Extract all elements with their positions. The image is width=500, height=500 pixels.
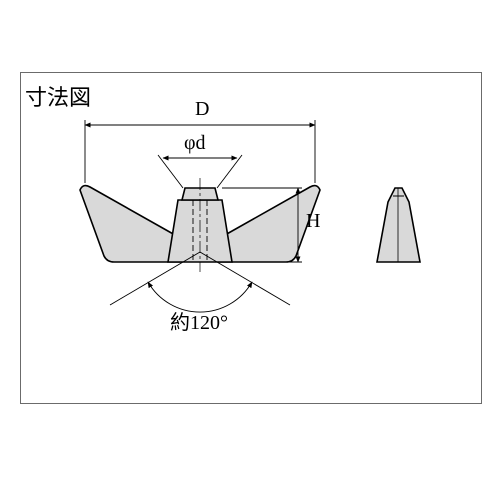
- front-right-wing: [220, 186, 320, 262]
- label-D: D: [195, 98, 209, 121]
- dimensional-drawing: [0, 0, 500, 500]
- side-view: [377, 188, 420, 262]
- ext-line: [217, 155, 242, 188]
- label-angle: 約120°: [170, 306, 228, 335]
- page: 寸法図: [0, 0, 500, 500]
- label-H: H: [306, 210, 320, 233]
- front-left-wing: [80, 186, 180, 262]
- label-phi-d: φd: [184, 132, 206, 155]
- ext-line: [158, 155, 183, 188]
